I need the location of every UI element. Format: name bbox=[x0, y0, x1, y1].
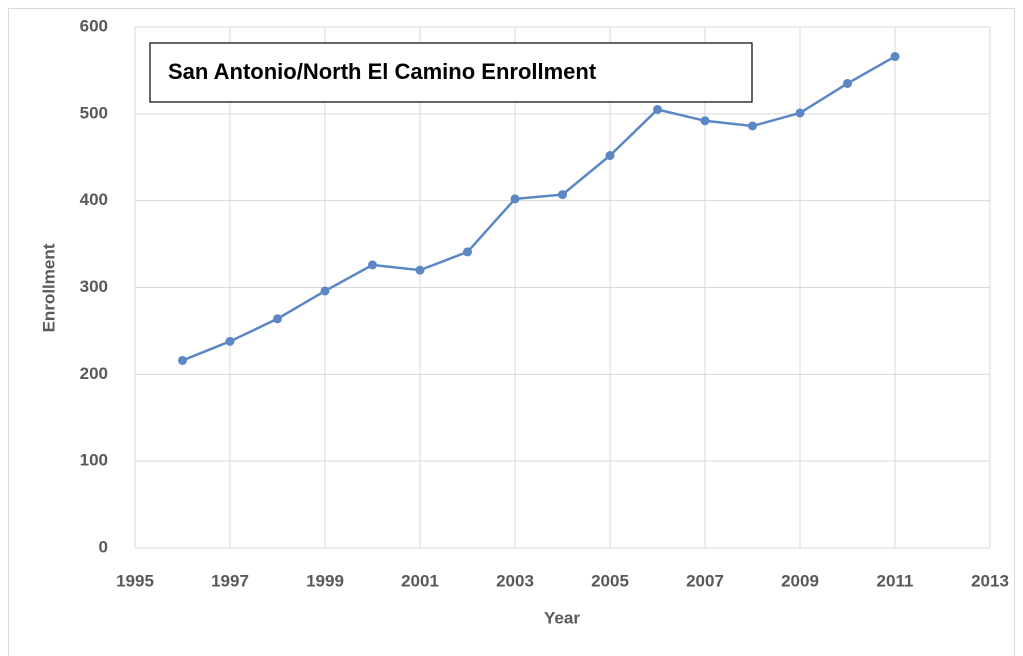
data-point bbox=[653, 104, 662, 114]
x-tick-label: 2013 bbox=[971, 571, 1009, 590]
data-point bbox=[510, 194, 520, 204]
x-tick-label: 2003 bbox=[496, 571, 534, 590]
data-point bbox=[890, 52, 900, 62]
y-tick-label: 200 bbox=[80, 364, 108, 383]
chart-border bbox=[8, 8, 1015, 656]
data-point bbox=[415, 265, 425, 275]
x-tick-label: 2001 bbox=[401, 571, 439, 590]
data-point bbox=[748, 121, 757, 131]
data-point bbox=[700, 116, 710, 126]
data-point bbox=[843, 78, 852, 88]
y-tick-label: 600 bbox=[80, 16, 108, 35]
chart-title: San Antonio/North El Camino Enrollment bbox=[168, 59, 597, 84]
data-point bbox=[368, 260, 377, 270]
y-tick-label: 300 bbox=[80, 277, 108, 296]
data-point bbox=[320, 286, 330, 296]
x-tick-label: 1999 bbox=[306, 571, 344, 590]
y-axis-label: Enrollment bbox=[39, 243, 58, 332]
data-point bbox=[463, 247, 472, 257]
x-tick-label: 1995 bbox=[116, 571, 154, 590]
y-tick-label: 100 bbox=[80, 451, 108, 470]
data-point bbox=[178, 355, 187, 365]
plot bbox=[178, 52, 900, 365]
y-tick-label: 0 bbox=[99, 537, 108, 556]
x-axis-label: Year bbox=[544, 608, 580, 627]
x-tick-label: 2005 bbox=[591, 571, 629, 590]
x-tick-label: 2011 bbox=[877, 571, 914, 590]
x-tick-label: 1997 bbox=[211, 571, 249, 590]
x-tick-label: 2007 bbox=[686, 571, 724, 590]
x-tick-label: 2009 bbox=[781, 571, 819, 590]
data-point bbox=[225, 336, 235, 346]
data-point bbox=[558, 190, 567, 200]
data-point bbox=[273, 314, 282, 324]
data-point bbox=[605, 151, 615, 161]
grid bbox=[134, 26, 991, 549]
y-tick-label: 400 bbox=[80, 190, 108, 209]
y-tick-label: 500 bbox=[80, 103, 108, 122]
data-point bbox=[795, 108, 805, 118]
title-box bbox=[149, 42, 753, 103]
data-line bbox=[182, 55, 896, 362]
